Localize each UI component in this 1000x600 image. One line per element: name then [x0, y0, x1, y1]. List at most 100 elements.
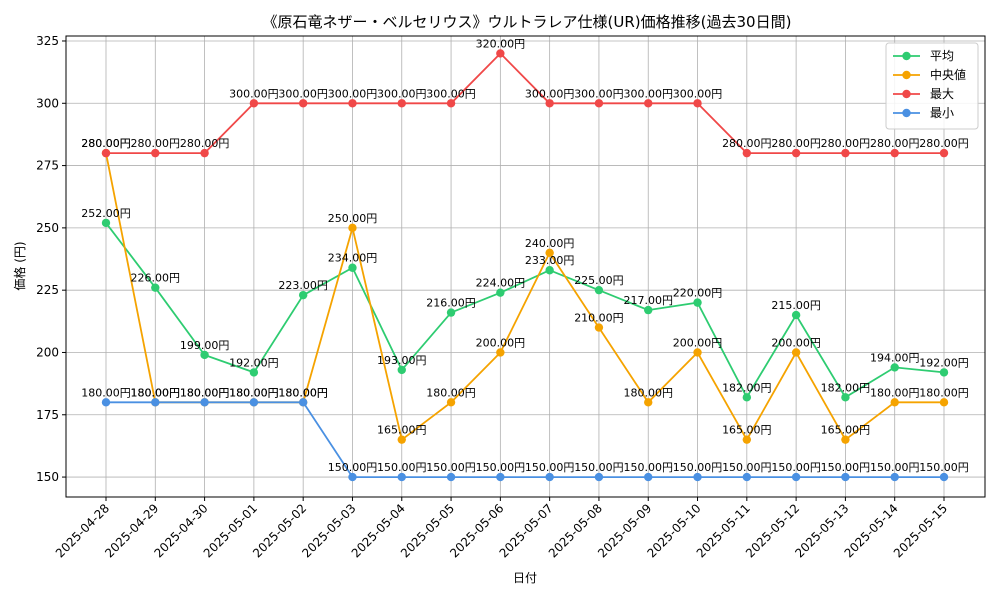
data-label: 165.00円: [821, 424, 871, 437]
data-label: 226.00円: [131, 272, 181, 285]
data-point: [890, 363, 899, 372]
data-label: 150.00円: [377, 461, 427, 474]
data-label: 280.00円: [722, 137, 772, 150]
data-point: [496, 49, 505, 58]
data-label: 150.00円: [623, 461, 673, 474]
data-point: [545, 472, 554, 482]
data-label: 300.00円: [229, 87, 279, 100]
data-label: 234.00円: [328, 252, 378, 265]
data-label: 215.00円: [771, 299, 821, 312]
data-point: [594, 99, 604, 108]
data-point: [791, 148, 801, 158]
data-point: [693, 99, 702, 108]
plot-frame: [65, 35, 986, 498]
data-point: [939, 398, 949, 407]
data-point: [151, 148, 160, 158]
legend-label: 最大: [930, 87, 954, 101]
data-label: 220.00円: [673, 287, 723, 300]
x-axis-label: 日付: [513, 571, 537, 585]
data-label: 150.00円: [426, 461, 476, 474]
data-label: 194.00円: [870, 351, 920, 364]
data-point: [545, 266, 554, 275]
y-tick-label: 300: [36, 96, 59, 110]
data-label: 216.00円: [426, 297, 476, 310]
data-label: 217.00円: [623, 294, 673, 307]
legend-marker: [902, 89, 911, 99]
data-label: 180.00円: [278, 386, 328, 399]
data-point: [594, 472, 604, 482]
data-point: [496, 288, 505, 297]
data-label: 193.00円: [377, 354, 427, 367]
data-point: [298, 290, 308, 300]
data-label: 199.00円: [180, 339, 230, 352]
data-point: [742, 393, 752, 402]
y-tick-label: 225: [36, 283, 59, 297]
data-point: [939, 472, 949, 482]
data-label: 182.00円: [722, 381, 772, 394]
data-label: 180.00円: [180, 386, 230, 399]
data-label: 223.00円: [278, 279, 328, 292]
y-tick-label: 175: [36, 408, 59, 422]
data-point: [841, 148, 850, 158]
y-tick-label: 325: [36, 34, 59, 48]
data-point: [644, 472, 653, 482]
y-axis-label: 価格 (円): [12, 241, 27, 290]
data-label: 180.00円: [81, 386, 131, 399]
data-point: [151, 283, 160, 292]
data-point: [693, 348, 702, 357]
data-label: 300.00円: [673, 87, 723, 100]
data-point: [249, 398, 259, 407]
data-point: [101, 218, 111, 228]
data-label: 200.00円: [771, 336, 821, 349]
data-label: 280.00円: [919, 137, 969, 150]
data-point: [397, 435, 406, 444]
series-line: [106, 52, 944, 155]
data-label: 182.00円: [821, 381, 871, 394]
y-tick-label: 250: [36, 221, 59, 235]
data-point: [446, 472, 456, 482]
data-point: [249, 368, 259, 377]
data-label: 280.00円: [180, 137, 230, 150]
data-label: 180.00円: [180, 386, 230, 399]
y-tick-label: 275: [36, 159, 59, 173]
data-label: 280.00円: [81, 137, 131, 150]
data-point: [249, 99, 259, 108]
data-point: [644, 398, 653, 407]
series-line: [105, 222, 945, 400]
data-label: 280.00円: [870, 137, 920, 150]
data-label: 180.00円: [131, 386, 181, 399]
data-point: [791, 472, 801, 482]
data-label: 165.00円: [377, 424, 427, 437]
data-point: [693, 472, 702, 482]
data-label: 320.00円: [476, 37, 526, 50]
data-point: [742, 435, 752, 444]
data-point: [693, 298, 702, 307]
data-point: [200, 398, 209, 407]
data-label: 180.00円: [623, 386, 673, 399]
data-label: 210.00円: [574, 312, 624, 325]
data-label: 150.00円: [919, 461, 969, 474]
data-label: 150.00円: [525, 461, 575, 474]
data-label: 300.00円: [525, 87, 575, 100]
data-label: 150.00円: [328, 461, 378, 474]
data-point: [644, 305, 653, 315]
data-point: [939, 368, 949, 377]
data-point: [742, 472, 752, 482]
data-label: 180.00円: [919, 386, 969, 399]
data-point: [841, 435, 850, 444]
data-label: 225.00円: [574, 274, 624, 287]
data-label: 280.00円: [771, 137, 821, 150]
data-labels: 252.00円 226.00円 199.00円 192.00円 223.00円 234.0…: [81, 37, 969, 474]
data-label: 300.00円: [377, 87, 427, 100]
data-point: [841, 472, 850, 482]
data-label: 150.00円: [722, 461, 772, 474]
data-point: [890, 398, 899, 407]
data-label: 192.00円: [229, 356, 279, 369]
legend-label: 平均: [930, 49, 954, 63]
data-point: [545, 248, 554, 257]
data-point: [496, 348, 505, 357]
data-label: 233.00円: [525, 254, 575, 267]
data-label: 150.00円: [673, 461, 723, 474]
data-label: 180.00円: [131, 386, 181, 399]
